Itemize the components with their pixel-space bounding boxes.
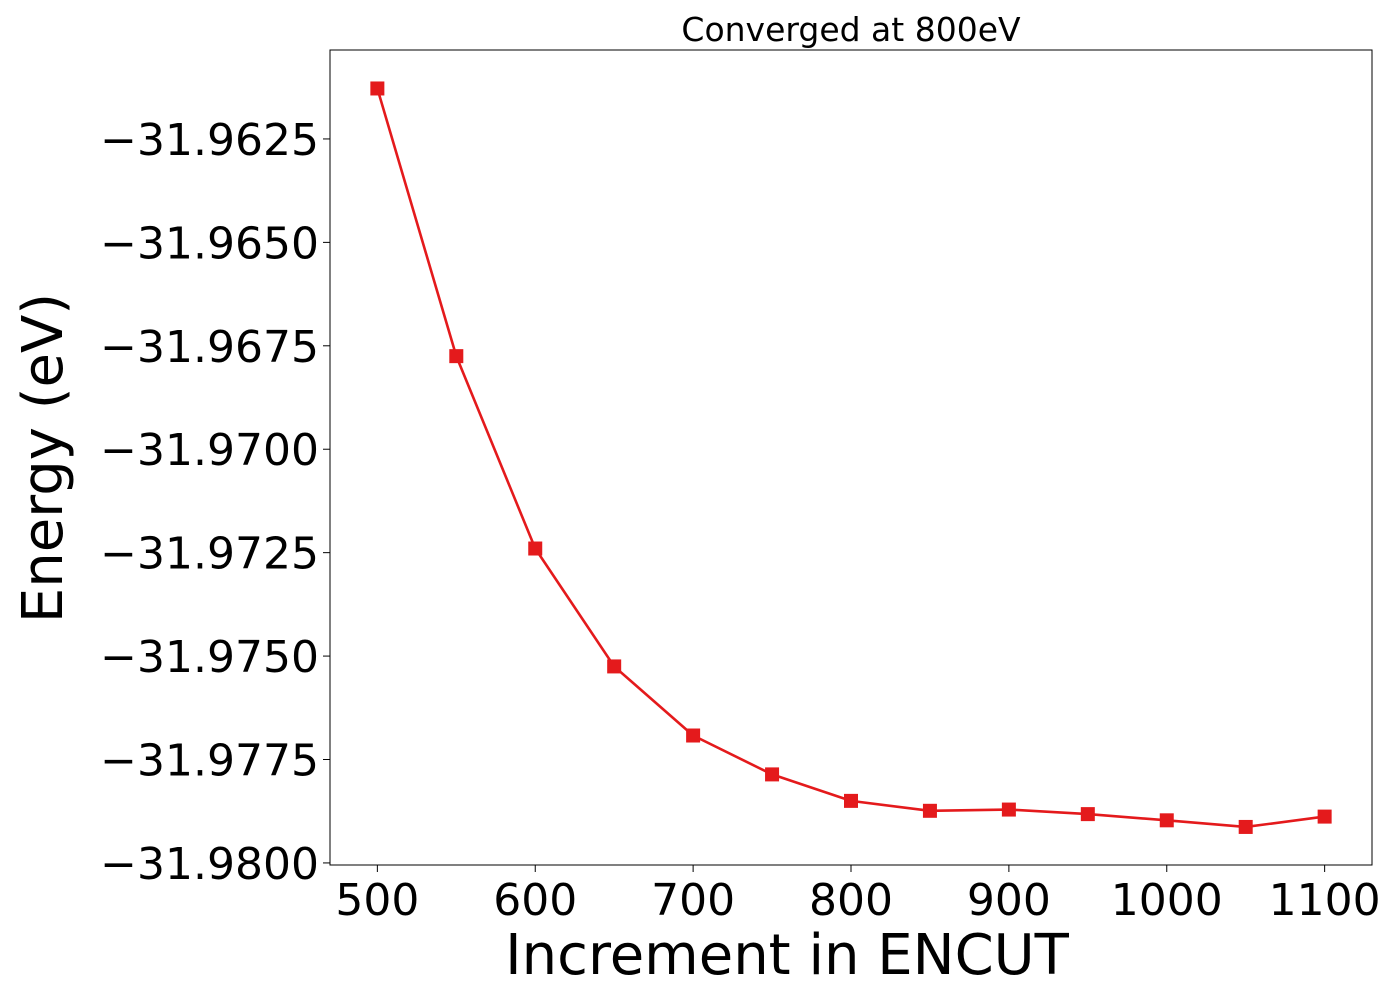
- x-tick-label: 600: [493, 875, 577, 926]
- series-line: [376, 88, 1325, 829]
- data-point-marker: [1159, 813, 1174, 828]
- data-point-marker: [528, 541, 543, 556]
- x-tick-label: 900: [967, 875, 1051, 926]
- y-tick-label: −31.9700: [100, 425, 319, 476]
- y-tick-label: −31.9800: [100, 839, 319, 890]
- x-tick-label: 1000: [1111, 875, 1223, 926]
- y-tick-label: −31.9675: [100, 322, 319, 373]
- data-point-marker: [844, 793, 858, 808]
- data-series: [370, 81, 1332, 834]
- y-axis-label: Energy (eV): [11, 293, 76, 623]
- data-point-marker: [607, 659, 622, 674]
- data-point-marker: [686, 728, 701, 743]
- y-tick-label: −31.9750: [100, 632, 319, 683]
- x-tick-label: 1100: [1269, 875, 1381, 926]
- y-tick-label: −31.9725: [100, 529, 319, 580]
- data-point-marker: [1317, 809, 1332, 824]
- data-point-marker: [1001, 802, 1016, 817]
- data-point-marker: [449, 349, 464, 364]
- data-point-marker: [1238, 819, 1253, 834]
- y-axis-ticks: −31.9625 −31.9650 −31.9675 −31.9700 −31.9725…: [100, 115, 330, 890]
- x-axis-label: Increment in ENCUT: [505, 923, 1070, 988]
- y-tick-label: −31.9775: [100, 736, 319, 787]
- data-point-marker: [765, 767, 780, 782]
- y-tick-label: −31.9650: [100, 218, 319, 269]
- data-point-marker: [922, 803, 937, 818]
- data-point-marker: [1080, 807, 1095, 822]
- x-axis-ticks: 500 600 700 800 900 1000 1100: [335, 865, 1381, 926]
- y-tick-label: −31.9625: [100, 115, 319, 166]
- data-point-marker: [370, 81, 385, 96]
- chart-title: Converged at 800eV: [681, 10, 1021, 49]
- plot-area-frame: [329, 49, 1373, 866]
- x-tick-label: 500: [335, 875, 419, 926]
- x-tick-label: 800: [809, 875, 893, 926]
- x-tick-label: 700: [651, 875, 735, 926]
